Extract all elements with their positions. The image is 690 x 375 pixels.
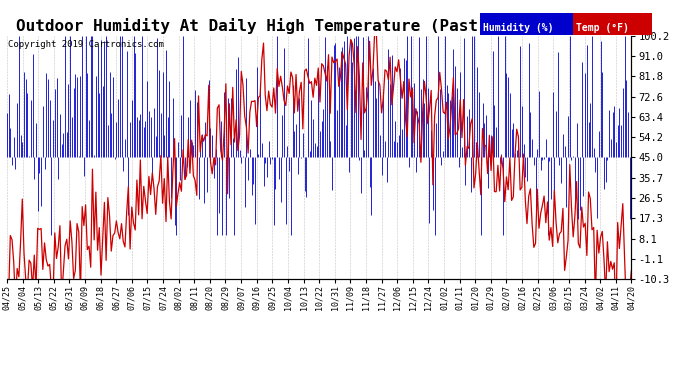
Text: Humidity (%): Humidity (%) bbox=[483, 23, 553, 33]
Text: Temp (°F): Temp (°F) bbox=[576, 23, 629, 33]
Text: Copyright 2019 Cartronics.com: Copyright 2019 Cartronics.com bbox=[8, 40, 164, 49]
Title: Outdoor Humidity At Daily High Temperature (Past Year) 20190425: Outdoor Humidity At Daily High Temperatu… bbox=[16, 18, 622, 34]
